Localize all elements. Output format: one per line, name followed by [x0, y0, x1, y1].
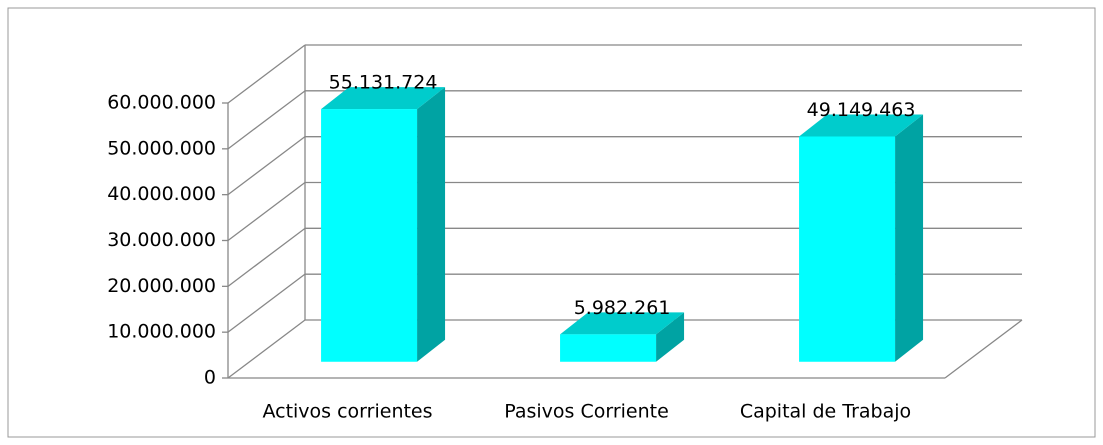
- grid-line-side: [227, 136, 306, 196]
- bar-side: [417, 87, 446, 362]
- grid-line-side: [227, 181, 306, 242]
- chart-border: [7, 7, 1096, 438]
- bar-top: [799, 114, 924, 137]
- value-label: 49.149.463: [807, 99, 916, 121]
- y-tick-label: 20.000.000: [107, 275, 216, 297]
- grid-line-side: [227, 273, 306, 333]
- y-tick-label: 50.000.000: [107, 137, 216, 159]
- y-tick-label: 10.000.000: [107, 321, 216, 343]
- bar-top: [321, 87, 446, 110]
- bar-side: [895, 114, 924, 362]
- x-tick-label: Pasivos Corriente: [504, 401, 669, 423]
- y-tick-label: 40.000.000: [107, 183, 216, 205]
- grid-line-side: [227, 90, 306, 150]
- bar: [321, 109, 418, 362]
- y-tick-label: 30.000.000: [107, 229, 216, 251]
- floor-right: [944, 319, 1023, 379]
- grid-line-side: [227, 227, 306, 287]
- grid-line-side: [227, 319, 306, 379]
- x-tick-label: Activos corrientes: [262, 401, 432, 423]
- bar: [799, 136, 896, 362]
- bar: [560, 334, 657, 362]
- value-label: 55.131.724: [329, 72, 438, 94]
- value-label: 5.982.261: [574, 297, 671, 319]
- grid-line-side: [227, 44, 306, 104]
- bar-side: [656, 312, 685, 362]
- y-tick-label: 60.000.000: [107, 92, 216, 114]
- bar-top: [560, 312, 685, 335]
- x-tick-label: Capital de Trabajo: [740, 401, 911, 423]
- y-tick-label: 0: [204, 367, 216, 389]
